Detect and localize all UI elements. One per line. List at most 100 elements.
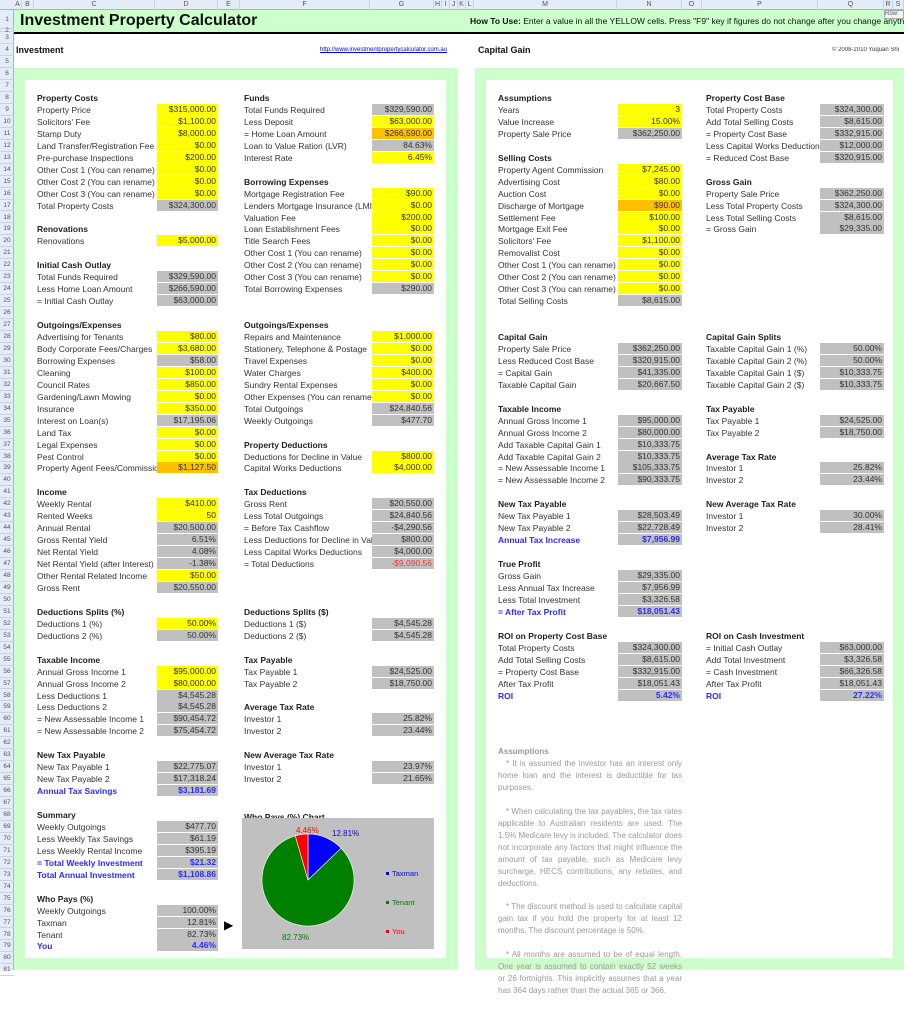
row-header[interactable]: 20 xyxy=(0,235,14,248)
property-costs-value[interactable]: $0.00 xyxy=(157,187,218,200)
column-header[interactable]: J xyxy=(450,0,458,10)
row-header[interactable]: 6 xyxy=(0,68,14,81)
column-header[interactable]: G xyxy=(370,0,434,10)
borrowing-expenses-value[interactable]: $0.00 xyxy=(372,223,434,236)
borrowing-expenses-value[interactable]: $0.00 xyxy=(372,199,434,212)
row-header[interactable]: 61 xyxy=(0,725,14,738)
taxable-income-left-value[interactable]: $80,000.00 xyxy=(157,677,218,690)
row-header[interactable]: 11 xyxy=(0,128,14,140)
row-header[interactable]: 43 xyxy=(0,510,14,523)
outgoings-left-value[interactable]: $3,680.00 xyxy=(157,342,218,355)
row-header[interactable]: 22 xyxy=(0,259,14,272)
row-header[interactable]: 75 xyxy=(0,893,14,905)
outgoings-right-value[interactable]: $0.00 xyxy=(372,342,434,355)
property-costs-value[interactable]: $0.00 xyxy=(157,163,218,176)
row-header[interactable]: 18 xyxy=(0,212,14,224)
outgoings-left-value[interactable]: $0.00 xyxy=(157,438,218,451)
row-header[interactable]: 32 xyxy=(0,379,14,391)
column-header[interactable]: K xyxy=(458,0,466,10)
row-header[interactable]: 56 xyxy=(0,666,14,678)
column-header[interactable]: R xyxy=(884,0,893,10)
assumptions-value[interactable]: 15.00% xyxy=(618,115,682,128)
row-header[interactable]: 5 xyxy=(0,56,14,69)
row-header[interactable]: 42 xyxy=(0,498,14,511)
column-header[interactable]: S xyxy=(893,0,904,10)
row-header[interactable]: 46 xyxy=(0,546,14,559)
property-costs-value[interactable]: $0.00 xyxy=(157,139,218,152)
outgoings-right-value[interactable]: $400.00 xyxy=(372,366,434,379)
row-header[interactable]: 39 xyxy=(0,462,14,475)
row-header[interactable]: 7 xyxy=(0,80,14,92)
row-header[interactable]: 16 xyxy=(0,188,14,200)
selling-costs-value[interactable]: $0.00 xyxy=(618,283,682,296)
row-header[interactable]: 26 xyxy=(0,307,14,320)
row-header[interactable]: 19 xyxy=(0,223,14,236)
property-costs-value[interactable]: $1,100.00 xyxy=(157,115,218,128)
row-header[interactable]: 64 xyxy=(0,761,14,774)
column-header[interactable]: H xyxy=(434,0,442,10)
row-header[interactable]: 50 xyxy=(0,594,14,606)
row-header[interactable]: 76 xyxy=(0,905,14,917)
outgoings-left-value[interactable]: $850.00 xyxy=(157,378,218,391)
borrowing-expenses-value[interactable]: $0.00 xyxy=(372,271,434,284)
row-header[interactable]: 66 xyxy=(0,785,14,798)
row-header[interactable]: 17 xyxy=(0,200,14,212)
selling-costs-value[interactable]: $0.00 xyxy=(618,187,682,200)
borrowing-expenses-value[interactable]: $0.00 xyxy=(372,259,434,272)
column-header[interactable]: O xyxy=(682,0,702,10)
column-header[interactable]: B xyxy=(22,0,34,10)
outgoings-left-value[interactable]: $350.00 xyxy=(157,402,218,415)
funds-value[interactable]: 6.45% xyxy=(372,151,434,164)
row-header[interactable]: 49 xyxy=(0,582,14,594)
row-header[interactable]: 9 xyxy=(0,104,14,116)
row-header[interactable]: 28 xyxy=(0,331,14,343)
column-header[interactable]: I xyxy=(442,0,450,10)
row-header[interactable]: 41 xyxy=(0,486,14,499)
row-header[interactable]: 2 xyxy=(0,27,14,34)
row-header[interactable]: 33 xyxy=(0,391,14,403)
row-header[interactable]: 21 xyxy=(0,247,14,260)
row-header[interactable]: 38 xyxy=(0,451,14,463)
outgoings-left-value[interactable]: $0.00 xyxy=(157,450,218,463)
row-header[interactable]: 65 xyxy=(0,773,14,786)
row-header[interactable]: 51 xyxy=(0,606,14,618)
column-header[interactable]: L xyxy=(466,0,474,10)
row-header[interactable]: 53 xyxy=(0,630,14,642)
column-header[interactable]: D xyxy=(155,0,218,10)
outgoings-left-value[interactable]: $0.00 xyxy=(157,390,218,403)
row-header[interactable]: 77 xyxy=(0,917,14,929)
row-header[interactable]: 74 xyxy=(0,881,14,893)
row-header[interactable]: 23 xyxy=(0,271,14,284)
selling-costs-value[interactable]: $0.00 xyxy=(618,271,682,284)
row-header[interactable]: 12 xyxy=(0,140,14,152)
row-header[interactable]: 79 xyxy=(0,940,14,953)
column-header[interactable]: N xyxy=(617,0,682,10)
selling-costs-value[interactable]: $100.00 xyxy=(618,211,682,224)
income-value[interactable]: $410.00 xyxy=(157,498,218,511)
assumptions-value[interactable]: 3 xyxy=(618,103,682,116)
row-header[interactable]: 72 xyxy=(0,857,14,869)
income-value[interactable]: $50.00 xyxy=(157,570,218,582)
row-header[interactable]: 62 xyxy=(0,737,14,750)
row-header[interactable]: 37 xyxy=(0,439,14,451)
website-link[interactable]: http://www.investmentpropertycalculator.… xyxy=(320,47,448,53)
row-header[interactable]: 68 xyxy=(0,809,14,821)
row-header[interactable]: 52 xyxy=(0,618,14,630)
deductions-splits-pct-value[interactable]: 50.00% xyxy=(157,617,218,630)
borrowing-expenses-value[interactable]: $200.00 xyxy=(372,211,434,224)
outgoings-right-value[interactable]: $0.00 xyxy=(372,378,434,391)
outgoings-left-value[interactable]: $0.00 xyxy=(157,426,218,439)
taxable-income-left-value[interactable]: $95,000.00 xyxy=(157,665,218,678)
funds-value[interactable]: $63,000.00 xyxy=(372,115,434,128)
row-header[interactable]: 70 xyxy=(0,833,14,845)
selling-costs-value[interactable]: $0.00 xyxy=(618,223,682,236)
row-header[interactable]: 71 xyxy=(0,845,14,857)
row-header[interactable]: 30 xyxy=(0,355,14,367)
row-header[interactable]: 67 xyxy=(0,797,14,809)
row-header[interactable]: 44 xyxy=(0,522,14,535)
outgoings-left-value[interactable]: $100.00 xyxy=(157,366,218,379)
borrowing-expenses-value[interactable]: $90.00 xyxy=(372,187,434,200)
property-costs-value[interactable]: $0.00 xyxy=(157,175,218,188)
row-header[interactable]: 57 xyxy=(0,678,14,690)
row-header[interactable]: 36 xyxy=(0,427,14,439)
